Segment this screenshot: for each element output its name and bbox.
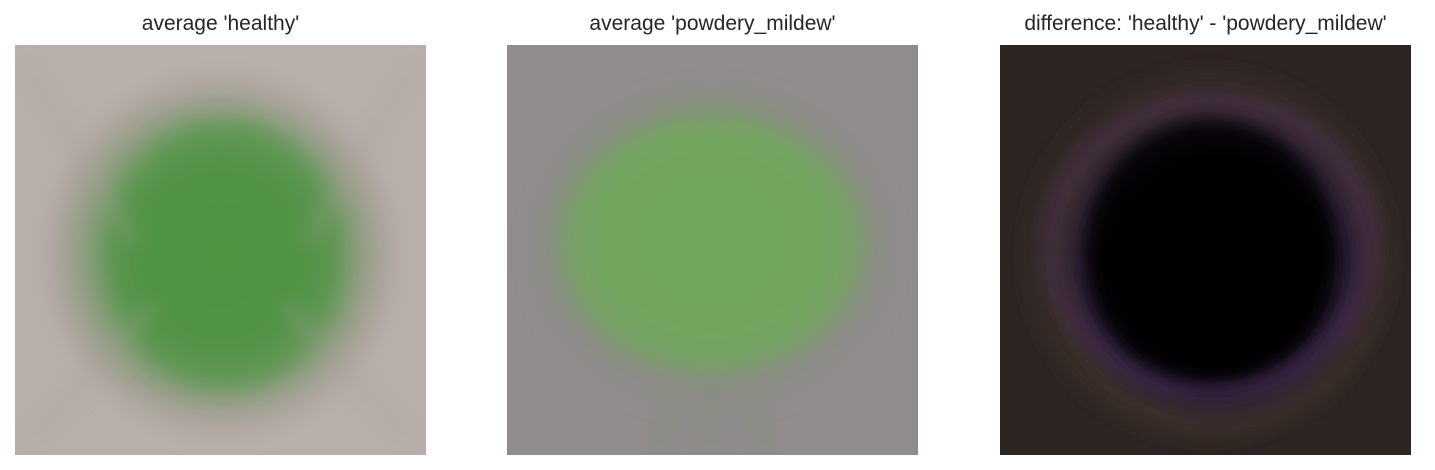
panel-average-powdery-mildew: average 'powdery_mildew' [507, 0, 918, 470]
difference-image [1000, 45, 1411, 455]
panel-difference: difference: 'healthy' - 'powdery_mildew' [1000, 0, 1411, 470]
panel-title: difference: 'healthy' - 'powdery_mildew' [1024, 12, 1387, 35]
panel-average-healthy: average 'healthy' [15, 0, 426, 470]
average-healthy-image [15, 45, 426, 455]
panel-title: average 'healthy' [141, 12, 300, 35]
panel-title: average 'powdery_mildew' [589, 12, 836, 35]
average-powdery-mildew-image [507, 45, 918, 455]
